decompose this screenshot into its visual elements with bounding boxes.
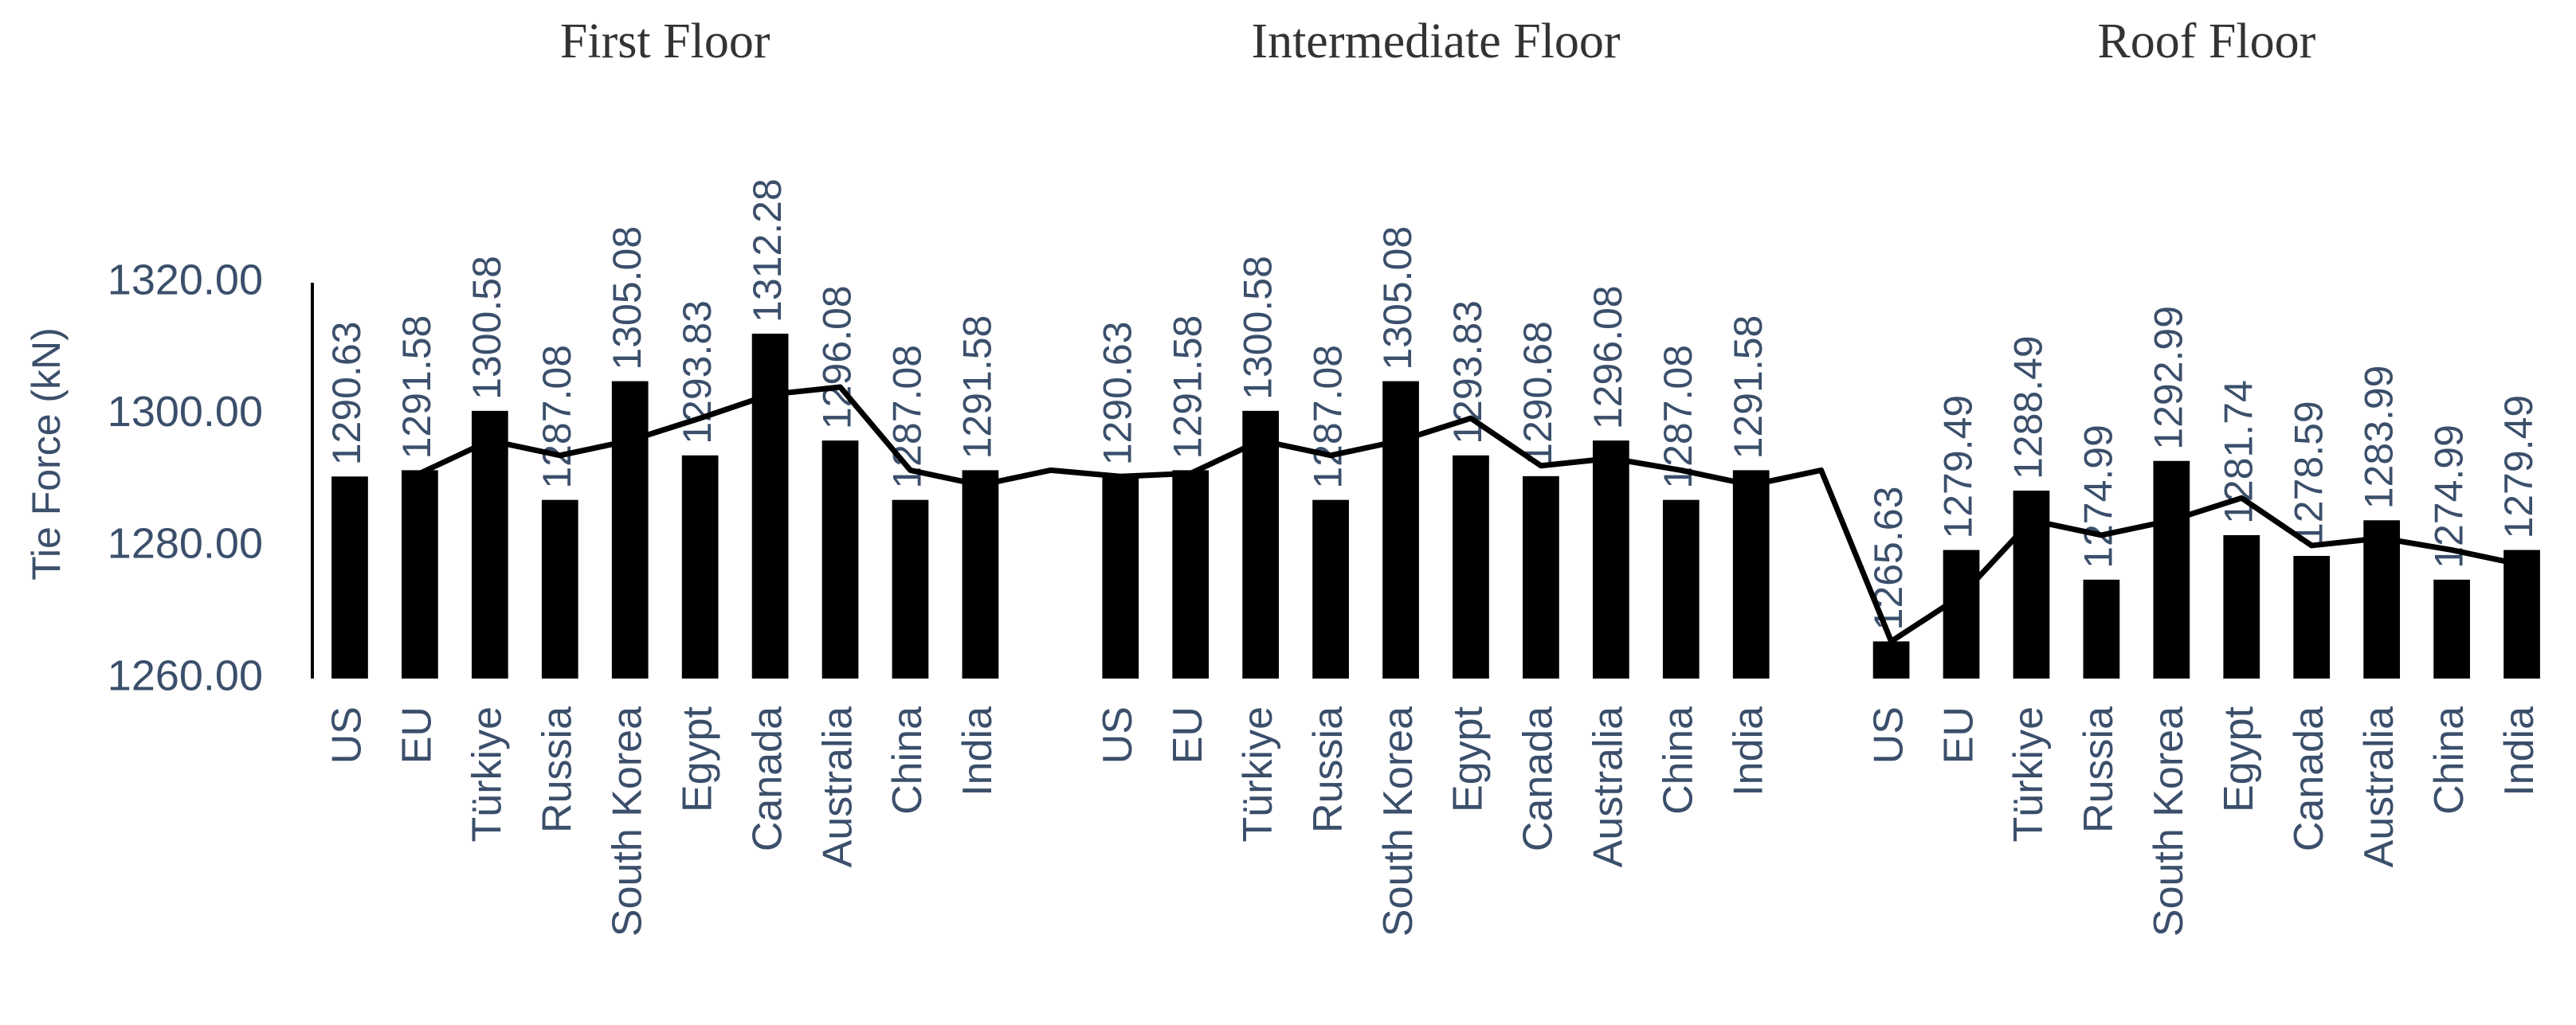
bar [1102, 476, 1139, 679]
value-label: 1278.59 [2286, 401, 2331, 545]
bar [1172, 470, 1210, 679]
group-label: First Floor [560, 14, 770, 68]
bar [402, 470, 438, 679]
x-tick-label: EU [1165, 706, 1211, 764]
value-label: 1300.58 [465, 256, 509, 400]
bar [1662, 499, 1700, 679]
x-tick-label: China [2426, 706, 2472, 815]
value-label: 1288.49 [2006, 335, 2051, 479]
y-tick-label: 1260.00 [108, 651, 263, 699]
value-label: 1283.99 [2356, 366, 2401, 510]
group-label: Intermediate Floor [1251, 14, 1620, 68]
x-tick-label: China [884, 706, 931, 815]
value-label: 1312.28 [745, 178, 790, 323]
bar [821, 440, 859, 679]
x-tick-label: Australia [1586, 706, 1632, 867]
x-tick-label: India [955, 706, 1001, 796]
x-tick-label: Russia [1305, 706, 1351, 833]
value-label: 1279.49 [1936, 395, 1981, 539]
x-tick-label: Türkiye [2006, 706, 2052, 842]
value-label: 1265.63 [1866, 487, 1911, 631]
y-tick-label: 1280.00 [108, 520, 263, 568]
value-label: 1300.58 [1235, 256, 1280, 400]
value-label: 1287.08 [535, 345, 579, 489]
value-label: 1291.58 [1165, 315, 1210, 460]
x-tick-label: EU [394, 706, 441, 764]
bar [2363, 520, 2401, 679]
bar [331, 476, 368, 679]
bar [2433, 579, 2470, 679]
bar [1732, 470, 1770, 679]
value-label: 1290.63 [324, 322, 369, 466]
bar [471, 410, 508, 679]
bar [1312, 499, 1349, 679]
bar [1592, 440, 1629, 679]
value-label: 1305.08 [1375, 226, 1420, 370]
x-tick-label: Canada [744, 706, 790, 851]
x-tick-label: China [1656, 706, 1702, 815]
value-label: 1279.49 [2496, 395, 2541, 539]
x-tick-label: US [324, 706, 371, 764]
bar [2223, 534, 2260, 679]
value-label: 1287.08 [1305, 345, 1350, 489]
bar [1382, 381, 1419, 679]
x-tick-label: South Korea [2146, 706, 2192, 937]
value-label: 1296.08 [815, 285, 860, 429]
x-tick-label: Egypt [2216, 706, 2262, 812]
bar [1523, 475, 1559, 679]
x-tick-label: Türkiye [1235, 706, 1281, 842]
bar [2083, 579, 2120, 679]
bar [962, 470, 999, 679]
y-axis-label: Tie Force (kN) [24, 327, 69, 581]
bar [1872, 641, 1910, 679]
x-tick-label: India [2496, 706, 2543, 796]
x-tick-label: Egypt [674, 706, 720, 812]
x-tick-label: Australia [2356, 706, 2402, 867]
value-label: 1291.58 [394, 315, 439, 460]
y-tick-label: 1300.00 [108, 388, 263, 436]
bar [611, 381, 649, 679]
value-label: 1274.99 [2076, 424, 2121, 569]
x-tick-label: Russia [2076, 706, 2122, 833]
trend-line [418, 384, 2523, 644]
bar [751, 333, 789, 679]
bar [2503, 550, 2540, 679]
x-tick-label: South Korea [1375, 706, 1421, 937]
x-tick-label: US [1095, 706, 1141, 764]
x-tick-label: Australia [814, 706, 861, 867]
bar [681, 455, 719, 679]
x-tick-label: Canada [1515, 706, 1562, 851]
group-label: Roof Floor [2097, 14, 2315, 68]
value-label: 1290.68 [1515, 321, 1560, 465]
value-label: 1296.08 [1586, 285, 1630, 429]
y-tick-label: 1320.00 [108, 256, 263, 303]
bar [892, 499, 929, 679]
value-label: 1291.58 [1726, 315, 1770, 460]
value-label: 1305.08 [605, 226, 649, 370]
bar [1242, 410, 1280, 679]
x-tick-label: Russia [535, 706, 581, 833]
x-tick-label: Türkiye [465, 706, 511, 842]
bar [2293, 556, 2331, 679]
x-tick-label: EU [1935, 706, 1982, 764]
x-tick-label: South Korea [604, 706, 650, 937]
x-tick-label: Egypt [1445, 706, 1492, 812]
bar [2153, 460, 2190, 679]
x-tick-label: Canada [2286, 706, 2332, 851]
value-label: 1291.58 [955, 315, 1000, 460]
value-label: 1290.63 [1095, 322, 1139, 466]
x-tick-label: US [1865, 706, 1911, 764]
bar [1453, 455, 1489, 679]
value-label: 1292.99 [2147, 306, 2191, 450]
bar [1943, 550, 1980, 679]
bar [541, 499, 578, 679]
x-tick-label: India [1725, 706, 1771, 796]
